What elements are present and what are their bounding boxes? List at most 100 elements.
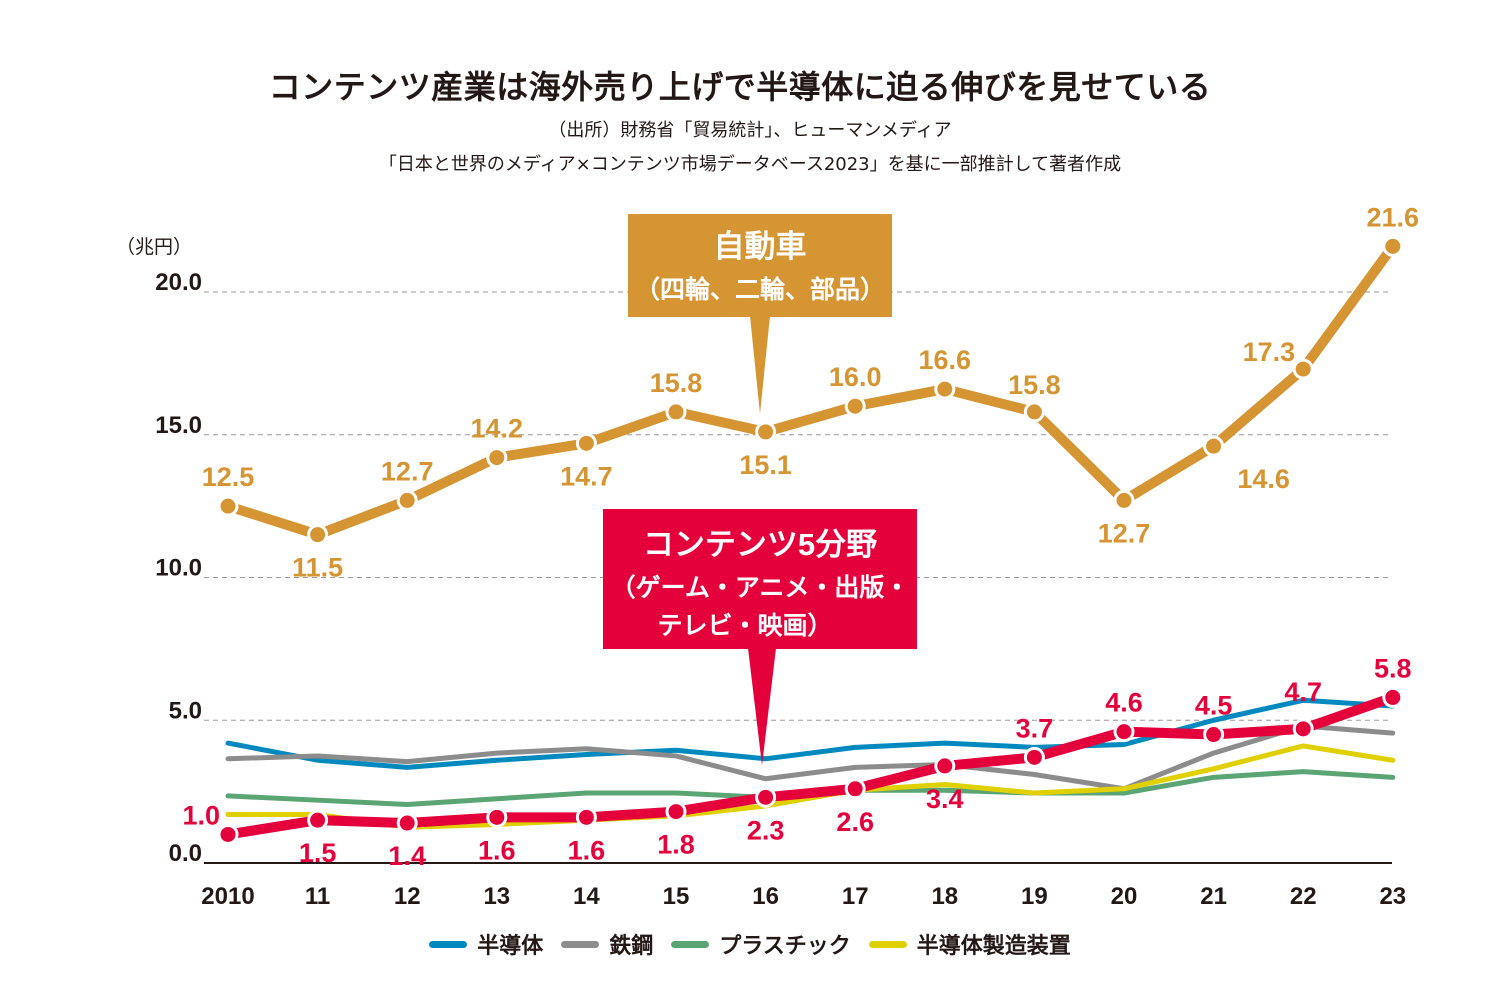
data-point-auto	[1292, 358, 1314, 380]
data-label-contents: 4.6	[1105, 688, 1143, 718]
x-tick-label: 13	[483, 883, 510, 910]
data-point-auto	[486, 447, 508, 469]
data-point-auto	[665, 401, 687, 423]
data-label-auto: 14.7	[560, 461, 613, 491]
x-tick-label: 23	[1379, 883, 1406, 910]
callout-subtitle-auto: （四輪、二輪、部品）	[635, 275, 885, 304]
y-tick-label: 0.0	[169, 840, 202, 867]
legend-item-semiconductor: 半導体	[429, 928, 543, 960]
x-tick-label: 22	[1290, 883, 1317, 910]
data-point-contents	[396, 812, 418, 834]
data-label-auto: 12.7	[381, 456, 434, 486]
legend-item-plastic: プラスチック	[671, 928, 851, 960]
data-label-auto: 16.0	[829, 362, 882, 392]
legend-item-semi-equipment: 半導体製造装置	[868, 928, 1071, 960]
callout-subtitle-contents: （ゲーム・アニメ・出版・	[611, 573, 910, 602]
data-label-auto: 14.2	[471, 414, 524, 444]
callout-box-auto	[628, 214, 892, 317]
data-label-contents: 2.3	[747, 815, 785, 845]
data-label-contents: 3.4	[926, 784, 964, 814]
data-point-contents	[486, 806, 508, 828]
data-label-contents: 1.4	[388, 841, 426, 871]
source-note-line2: 「日本と世界のメディア×コンテンツ市場データベース2023」を基に一部推計して著…	[378, 154, 1122, 175]
data-point-contents	[575, 806, 597, 828]
data-label-auto: 17.3	[1243, 337, 1296, 367]
x-tick-label: 20	[1111, 883, 1138, 910]
data-point-contents	[307, 809, 329, 831]
y-tick-label: 5.0	[169, 697, 202, 724]
data-label-contents: 5.8	[1374, 653, 1412, 683]
legend-swatch-plastic	[671, 940, 710, 948]
data-point-contents	[844, 778, 866, 800]
callout-subtitle2-contents: テレビ・映画）	[657, 611, 832, 640]
data-label-contents: 3.7	[1016, 713, 1054, 743]
callout-pointer-auto	[750, 316, 770, 414]
source-note-line1: （出所）財務省「貿易統計」、ヒューマンメディア	[548, 120, 952, 141]
data-point-auto	[1113, 489, 1135, 511]
callout-title-contents: コンテンツ5分野	[643, 527, 877, 562]
data-label-contents: 4.5	[1195, 691, 1233, 721]
legend-label-semiconductor: 半導体	[477, 934, 544, 959]
data-label-auto: 15.8	[650, 368, 703, 398]
data-label-contents: 4.7	[1284, 677, 1322, 707]
data-point-contents	[1113, 721, 1135, 743]
data-label-contents: 1.5	[299, 838, 337, 868]
data-point-contents	[665, 801, 687, 823]
data-label-auto: 14.6	[1237, 464, 1290, 494]
x-tick-label: 11	[305, 883, 330, 910]
data-label-auto: 16.6	[919, 345, 972, 375]
y-tick-label: 10.0	[155, 555, 202, 582]
series-line-semiconductor	[225, 697, 1396, 770]
x-tick-label: 21	[1200, 883, 1227, 910]
data-point-contents	[755, 786, 777, 808]
callout-pointer-contents	[748, 648, 776, 766]
data-point-contents	[1203, 724, 1225, 746]
data-point-auto	[396, 489, 418, 511]
data-label-contents: 1.6	[478, 835, 516, 865]
data-label-contents: 2.6	[836, 807, 874, 837]
data-point-contents	[934, 755, 956, 777]
legend-swatch-semiconductor	[429, 940, 468, 948]
data-point-contents	[1023, 746, 1045, 768]
data-label-auto: 15.8	[1008, 370, 1061, 400]
callout-box-contents	[603, 509, 917, 649]
data-point-auto	[934, 378, 956, 400]
chart-legend: 半導体 鉄鋼 プラスチック 半導体製造装置	[0, 928, 1500, 960]
x-tick-label: 14	[573, 883, 600, 910]
data-label-auto: 21.6	[1367, 202, 1420, 232]
x-tick-label: 12	[394, 883, 421, 910]
x-tick-label: 15	[663, 883, 690, 910]
data-point-auto	[307, 524, 329, 546]
legend-label-plastic: プラスチック	[719, 934, 851, 959]
legend-item-steel: 鉄鋼	[561, 928, 653, 960]
y-tick-label: 15.0	[155, 412, 202, 439]
x-tick-label: 19	[1021, 883, 1048, 910]
data-point-auto	[844, 395, 866, 417]
x-tick-label: 2010	[201, 883, 254, 910]
data-label-contents: 1.6	[568, 835, 606, 865]
y-axis-unit-label: （兆円）	[116, 236, 193, 258]
data-point-auto	[575, 432, 597, 454]
data-point-auto	[217, 495, 239, 517]
data-label-contents: 1.0	[182, 800, 220, 830]
data-point-auto	[1023, 401, 1045, 423]
callout-title-auto: 自動車	[714, 229, 807, 264]
data-label-auto: 11.5	[292, 553, 343, 583]
legend-label-semi-equipment: 半導体製造装置	[916, 934, 1071, 959]
series-line-contents	[223, 692, 1398, 840]
data-label-auto: 12.5	[202, 462, 255, 492]
data-label-auto: 12.7	[1098, 518, 1151, 548]
chart-title: コンテンツ産業は海外売り上げで半導体に迫る伸びを見せている	[268, 68, 1212, 106]
data-point-auto	[755, 421, 777, 443]
series-line-steel	[225, 723, 1396, 792]
x-tick-label: 18	[931, 883, 958, 910]
y-tick-label: 20.0	[155, 269, 202, 296]
data-point-auto	[1203, 435, 1225, 457]
legend-swatch-steel	[561, 940, 600, 948]
data-point-contents	[1382, 686, 1404, 708]
data-point-contents	[1292, 718, 1314, 740]
data-point-auto	[1382, 235, 1404, 257]
data-point-contents	[217, 823, 239, 845]
data-label-auto: 15.1	[739, 450, 792, 480]
